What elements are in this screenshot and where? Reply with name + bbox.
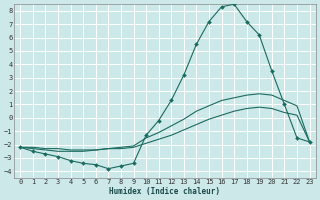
X-axis label: Humidex (Indice chaleur): Humidex (Indice chaleur) bbox=[109, 187, 220, 196]
